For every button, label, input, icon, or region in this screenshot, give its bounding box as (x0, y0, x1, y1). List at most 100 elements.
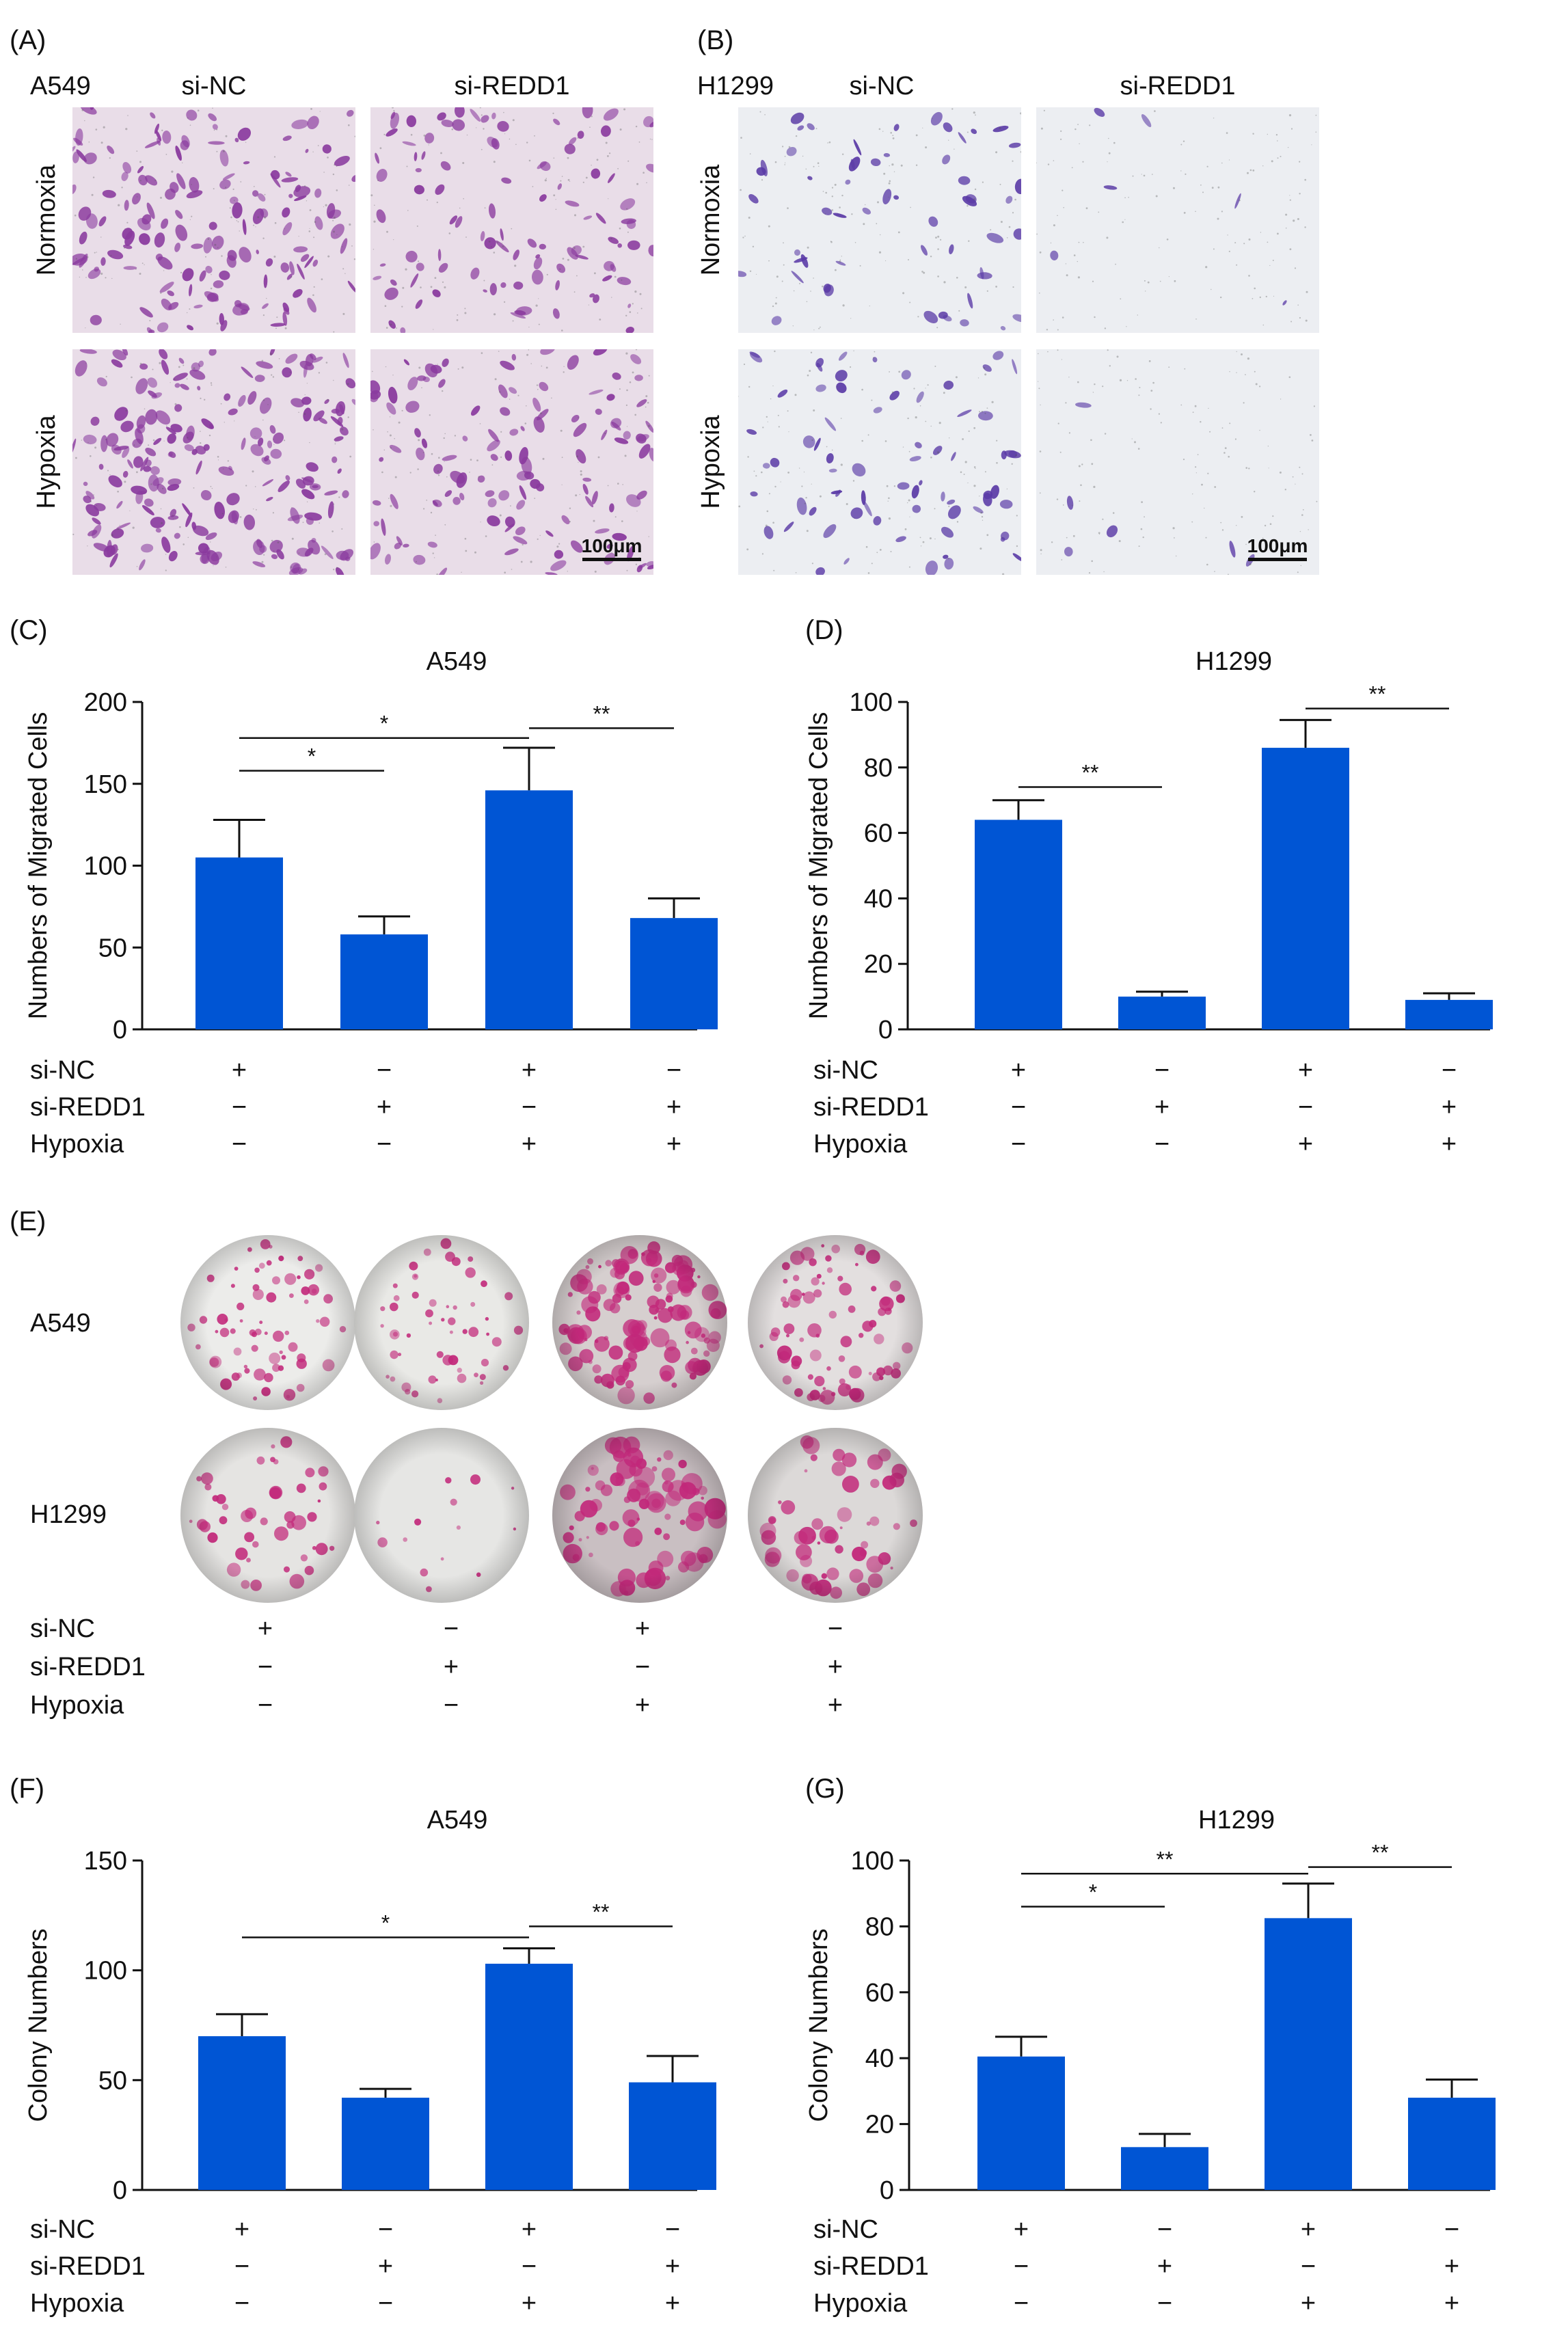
condition-sign: + (1444, 2252, 1459, 2281)
condition-sign: + (522, 2215, 537, 2244)
colony-dish (748, 1235, 923, 1410)
membrane-pores (72, 353, 352, 571)
bar (195, 857, 283, 1029)
bar-chart-c: (C) A549 Numbers of Migrated Cells 0 50 100 15… (10, 615, 718, 1159)
bar (1408, 2098, 1496, 2190)
condition-sign: − (1301, 2252, 1316, 2281)
y-tick-label: 150 (84, 1847, 127, 1876)
panel-letter: (D) (805, 615, 843, 645)
dish-rim-shade (180, 1235, 355, 1410)
significance-label: * (381, 1910, 390, 1935)
y-axis-label: Colony Numbers (24, 1929, 53, 2122)
y-axis-label: Numbers of Migrated Cells (24, 712, 53, 1020)
colony-dish (180, 1235, 355, 1410)
micrograph-h1299-si-nc-normoxia (738, 107, 1021, 333)
significance-label: * (380, 712, 388, 736)
bar (1121, 2147, 1208, 2190)
condition-sign: + (377, 1093, 392, 1122)
condition-sign: − (444, 1614, 459, 1643)
condition-sign: − (1014, 2289, 1029, 2318)
stained-cells (370, 349, 653, 575)
panel-letter: (G) (805, 1774, 845, 1804)
condition-sign: − (377, 1056, 392, 1085)
condition-sign: − (234, 2252, 249, 2281)
panel-letter: (C) (10, 615, 48, 645)
condition-sign: + (258, 1614, 273, 1643)
condition-sign: − (1298, 1093, 1313, 1122)
condition-sign: − (378, 2215, 393, 2244)
condition-sign: − (1014, 2252, 1029, 2281)
condition-sign: − (258, 1691, 273, 1720)
y-tick-label: 40 (864, 884, 893, 913)
column-label-si-redd1: si-REDD1 (1120, 72, 1236, 100)
panel-b: (B) H1299 si-NC si-REDD1 Normoxia Hypoxi… (697, 25, 1319, 575)
condition-sign: − (1442, 1056, 1457, 1085)
condition-sign: − (1154, 1130, 1170, 1159)
condition-sign: + (828, 1691, 843, 1720)
colony-dishes (180, 1235, 923, 1603)
bar (1118, 997, 1206, 1029)
significance-label: ** (1372, 1841, 1389, 1865)
micrograph-background (1036, 349, 1319, 575)
colony-dish (180, 1428, 355, 1603)
condition-sign: + (1444, 2289, 1459, 2318)
condition-label: si-NC (813, 1056, 878, 1085)
y-tick-label: 150 (84, 770, 127, 799)
panel-letter: (F) (10, 1774, 44, 1804)
colony-dish (748, 1428, 923, 1603)
condition-label: si-REDD1 (30, 1653, 146, 1681)
condition-label: si-NC (30, 2215, 95, 2244)
condition-sign: − (1157, 2289, 1172, 2318)
bar (1265, 1918, 1352, 2190)
y-tick-label: 20 (864, 950, 893, 979)
row-label-normoxia: Normoxia (697, 164, 725, 275)
condition-sign: + (1157, 2252, 1172, 2281)
y-tick-label: 80 (865, 1912, 894, 1941)
panel-a: (A) A549 si-NC si-REDD1 Normoxia Hypoxia… (10, 25, 653, 575)
micrograph-background (370, 107, 653, 333)
condition-sign: − (444, 1691, 459, 1720)
condition-label: si-REDD1 (813, 1093, 929, 1122)
condition-sign: + (1442, 1130, 1457, 1159)
scale-bar-label: 100μm (1247, 535, 1308, 556)
condition-sign: − (665, 2215, 680, 2244)
stained-cells (72, 107, 355, 333)
bar (630, 918, 718, 1029)
bar (485, 1964, 573, 2190)
condition-sign: − (258, 1653, 273, 1681)
condition-table-e: si-NC + − + − si-REDD1 − + − + Hypoxia − − + + (30, 1614, 843, 1720)
condition-sign: + (378, 2252, 393, 2281)
scale-bar (1248, 558, 1307, 561)
row-label-a549: A549 (30, 1309, 91, 1338)
y-axis-label: Colony Numbers (805, 1929, 833, 2122)
stained-cells (1050, 107, 1287, 306)
colony-dish (354, 1428, 529, 1603)
y-tick-label: 40 (865, 2044, 894, 2073)
micrograph-background (738, 107, 1021, 333)
condition-sign: + (232, 1056, 247, 1085)
panel-letter: (A) (10, 25, 46, 55)
panel-e: (E) A549 H1299 si-NC + − + − si-REDD1 − + − + Hypo… (10, 1206, 923, 1720)
dish-rim-shade (180, 1428, 355, 1603)
micrograph-a549-si-redd1-hypoxia (370, 349, 653, 575)
micrograph-h1299-si-redd1-hypoxia (1036, 349, 1319, 575)
cell-line-label: H1299 (697, 72, 774, 100)
micrograph-h1299-si-nc-hypoxia (738, 349, 1021, 575)
condition-sign: − (522, 2252, 537, 2281)
colony-dish (354, 1235, 529, 1410)
colony-dish (552, 1235, 727, 1410)
condition-sign: − (1011, 1093, 1026, 1122)
membrane-pores (1036, 109, 1317, 331)
micrograph-h1299-si-redd1-normoxia (1036, 107, 1319, 333)
significance-label: ** (1082, 761, 1099, 785)
condition-sign: + (665, 2289, 680, 2318)
condition-sign: − (1157, 2215, 1172, 2244)
bar (975, 820, 1062, 1029)
row-label-hypoxia: Hypoxia (697, 414, 725, 509)
row-label-h1299: H1299 (30, 1500, 107, 1529)
condition-label: si-NC (30, 1056, 95, 1085)
condition-sign: + (1154, 1093, 1170, 1122)
condition-sign: + (1298, 1056, 1313, 1085)
